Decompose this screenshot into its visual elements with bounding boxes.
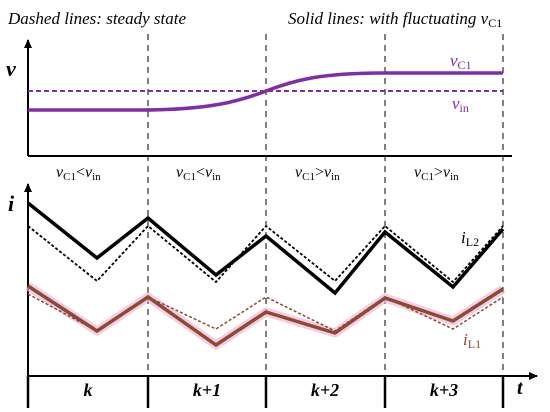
solid-lines-note: Solid lines: with fluctuating vC1 (288, 9, 502, 30)
condition-labels: vC1<vin vC1<vin vC1>vin vC1>vin (56, 164, 459, 183)
condition-label: vC1<vin (56, 164, 101, 183)
il2-label: iL2 (461, 228, 479, 249)
time-axis-label: t (517, 377, 524, 399)
period-label: k+3 (430, 380, 458, 400)
il1-curve (27, 284, 504, 348)
period-labels: k k+1 k+2 k+3 (84, 380, 459, 400)
il1-steady-dashed (27, 293, 504, 332)
i-axis-label: i (8, 191, 15, 216)
condition-label: vC1>vin (414, 164, 459, 183)
il1-label: iL1 (463, 330, 481, 351)
dashed-lines-note: Dashed lines: steady state (7, 9, 186, 28)
period-label: k+2 (311, 380, 339, 400)
vc1-label: vC1 (450, 51, 472, 72)
il2-curve (26, 201, 505, 296)
vin-label: vin (452, 94, 469, 115)
condition-label: vC1>vin (295, 164, 340, 183)
period-label: k (84, 380, 93, 400)
il2-steady-dashed (27, 224, 504, 284)
vc1-curve (28, 71, 503, 112)
condition-label: vC1<vin (176, 164, 221, 183)
period-label: k+1 (193, 380, 221, 400)
v-axis-label: v (6, 56, 16, 81)
time-ticks (26, 376, 505, 408)
